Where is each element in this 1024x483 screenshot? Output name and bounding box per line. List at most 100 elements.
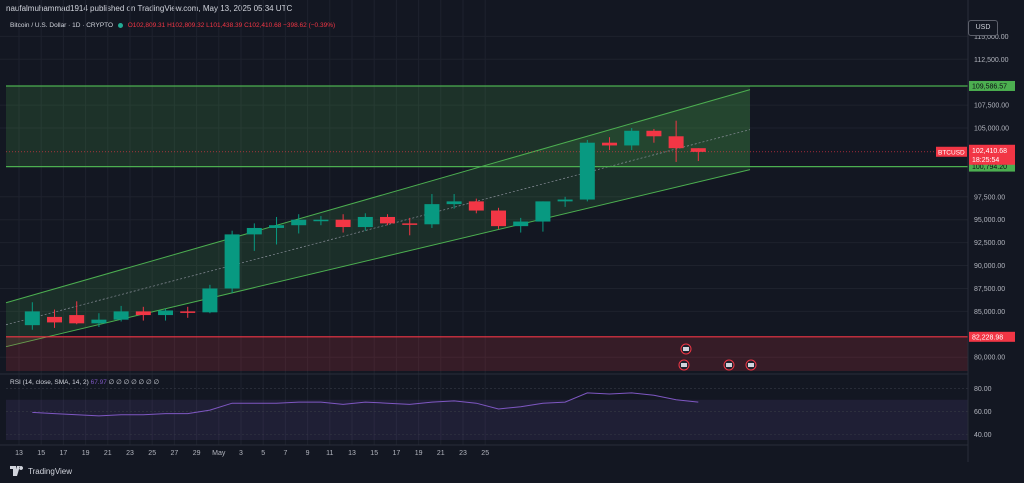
price-tick-label: 80,000.00 <box>974 355 1005 362</box>
flag-inner <box>748 363 754 367</box>
time-tick-label: 21 <box>437 450 445 457</box>
rsi-line <box>32 392 699 417</box>
candle-body <box>468 201 484 211</box>
candle-body <box>24 311 40 326</box>
time-tick-label: 5 <box>261 450 265 457</box>
candle-body <box>491 210 507 227</box>
time-tick-label: 25 <box>481 450 489 457</box>
candle-body <box>202 288 218 313</box>
level-price-tag <box>969 161 1015 172</box>
price-tick-label: 85,000.00 <box>974 309 1005 316</box>
candle-body <box>246 227 262 235</box>
channel-upper-line <box>5 89 751 304</box>
price-axis-panel <box>968 0 1024 462</box>
rsi-pane <box>6 387 968 440</box>
candle-body <box>69 315 85 324</box>
candle-body <box>335 219 351 228</box>
rsi-tick-label: 80.00 <box>974 386 992 393</box>
zones <box>5 85 968 371</box>
candles <box>24 120 757 371</box>
candle-body <box>313 219 329 222</box>
symbol-title: Bitcoin / U.S. Dollar · 1D · CRYPTO <box>10 22 114 29</box>
time-tick-label: 25 <box>148 450 156 457</box>
candle-body <box>690 148 706 152</box>
time-tick-label: 3 <box>239 450 243 457</box>
time-tick-label: 15 <box>37 450 45 457</box>
level-price-label: 109,586.57 <box>972 83 1007 90</box>
time-tick-label: 21 <box>104 450 112 457</box>
rsi-legend-extra: ∅ ∅ ∅ ∅ ∅ ∅ ∅ <box>108 379 160 386</box>
candle-body <box>535 201 551 222</box>
symbol-tag-label: BTCUSD <box>938 149 965 156</box>
level-price-tag <box>969 80 1015 91</box>
symbol-tag <box>936 146 967 157</box>
candle-body <box>557 199 573 202</box>
rsi-legend-label: RSI (14, close, SMA, 14, 2) <box>10 379 89 386</box>
flag-inner <box>681 363 687 367</box>
publish-info: naufalmuhammad1914 published on TradingV… <box>6 4 293 13</box>
rsi-legend: RSI (14, close, SMA, 14, 2) 67.97 ∅ ∅ ∅ … <box>10 378 159 386</box>
flag-inner <box>726 363 732 367</box>
rising-channel-fill <box>6 89 750 347</box>
price-tick-label: 95,000.00 <box>974 217 1005 224</box>
currency-button[interactable]: USD <box>968 20 998 36</box>
time-tick-label: 19 <box>82 450 90 457</box>
time-tick-label: 23 <box>126 450 134 457</box>
time-tick-label: 27 <box>171 450 179 457</box>
rsi-legend-value: 67.97 <box>90 379 107 386</box>
candle-body <box>47 316 63 323</box>
time-tick-label: 29 <box>193 450 201 457</box>
candle-body <box>513 221 529 227</box>
time-tick-label: May <box>212 450 226 457</box>
candle-body <box>291 219 307 226</box>
range-box <box>6 85 750 167</box>
time-tick-label: 23 <box>459 450 467 457</box>
price-tick-label: 97,500.00 <box>974 194 1005 201</box>
last-price-tag <box>969 144 1015 165</box>
price-tick-label: 87,500.00 <box>974 286 1005 293</box>
candle-body <box>402 223 418 225</box>
tradingview-logo-icon <box>10 466 24 476</box>
grid <box>0 0 968 445</box>
channel-mid-line <box>5 129 751 326</box>
flag-inner <box>683 347 689 351</box>
time-tick-label: 13 <box>15 450 23 457</box>
ohlc-values: O102,809.31 H102,809.32 L101,438.39 C102… <box>127 22 336 29</box>
status-dot-icon <box>117 22 123 28</box>
candle-body <box>269 225 285 228</box>
price-tick-label: 115,000.00 <box>974 34 1009 41</box>
price-tick-label: 107,500.00 <box>974 103 1009 110</box>
last-price-label: 102,410.68 <box>972 148 1007 155</box>
candle-body <box>224 234 240 289</box>
level-price-tag <box>969 331 1015 342</box>
candle-body <box>602 142 618 146</box>
candle-body <box>380 216 396 224</box>
candle-body <box>158 310 174 316</box>
support-zone <box>6 336 968 371</box>
candle-body <box>180 311 196 313</box>
candle-body <box>579 142 595 200</box>
symbol-info-line: Bitcoin / U.S. Dollar · 1D · CRYPTO O102… <box>10 22 335 29</box>
time-tick-label: 11 <box>326 450 333 457</box>
price-tick-label: 90,000.00 <box>974 263 1005 270</box>
time-tick-label: 7 <box>283 450 287 457</box>
price-tick-label: 92,500.00 <box>974 240 1005 247</box>
candle-body <box>668 136 684 149</box>
price-tick-label: 112,500.00 <box>974 57 1009 64</box>
candle-body <box>113 311 129 320</box>
channel-lower-line <box>5 169 751 348</box>
candle-body <box>135 311 151 316</box>
time-tick-label: 15 <box>370 450 378 457</box>
brand-name: TradingView <box>28 466 73 476</box>
countdown-label: 18:25:54 <box>972 157 999 164</box>
level-price-label: 82,228.98 <box>972 334 1003 341</box>
candle-body <box>424 204 440 225</box>
price-tick-label: 105,000.00 <box>974 126 1009 133</box>
rsi-tick-label: 40.00 <box>974 432 992 439</box>
rsi-tick-label: 60.00 <box>974 409 992 416</box>
time-tick-label: 19 <box>415 450 423 457</box>
time-tick-label: 17 <box>60 450 68 457</box>
candle-body <box>357 216 373 228</box>
